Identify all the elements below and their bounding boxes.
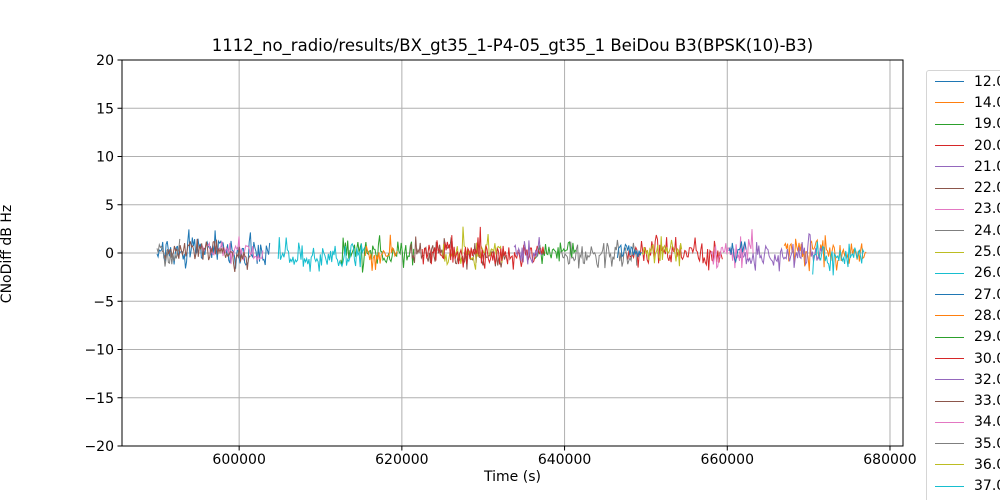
y-tick-label: 20 xyxy=(96,53,114,69)
series-line-27.0 xyxy=(616,243,642,258)
legend-line-swatch xyxy=(935,485,964,487)
legend-line-swatch xyxy=(935,230,964,232)
legend-item-label: 30.0 xyxy=(974,350,1000,367)
legend-item: 29.0 xyxy=(935,327,1000,348)
legend: 12.0 14.0 19.0 20.0 21.0 22.0 23.0 24.0 25.0 26.0… xyxy=(926,70,1000,500)
legend-line-swatch xyxy=(935,358,964,359)
legend-line-swatch xyxy=(935,102,964,104)
legend-line-swatch xyxy=(935,187,964,189)
x-tick-label: 660000 xyxy=(701,452,754,468)
legend-item: 25.0 xyxy=(935,241,1000,262)
legend-item: 23.0 xyxy=(935,199,1000,220)
legend-item: 22.0 xyxy=(935,177,1000,198)
legend-item-label: 28.0 xyxy=(974,307,1000,324)
legend-line-swatch xyxy=(935,251,964,253)
legend-item: 36.0 xyxy=(935,454,1000,475)
legend-item: 35.0 xyxy=(935,433,1000,454)
legend-line-swatch xyxy=(935,379,964,381)
y-tick-label: 15 xyxy=(96,101,114,117)
legend-line-swatch xyxy=(935,145,964,147)
legend-line-swatch xyxy=(935,421,964,423)
legend-line-swatch xyxy=(935,272,964,274)
legend-item-label: 32.0 xyxy=(974,371,1000,388)
legend-item-label: 36.0 xyxy=(974,456,1000,473)
y-tick-label: −20 xyxy=(84,439,114,455)
x-tick-label: 640000 xyxy=(538,452,591,468)
legend-line-swatch xyxy=(935,443,964,445)
series-line-35.0 xyxy=(156,238,181,267)
series-line-19.0 xyxy=(340,235,415,273)
series-line-41.0 xyxy=(728,241,747,264)
legend-item-label: 25.0 xyxy=(974,244,1000,261)
legend-item-label: 33.0 xyxy=(974,393,1000,410)
legend-item: 27.0 xyxy=(935,284,1000,305)
y-tick-label: −10 xyxy=(84,343,114,359)
legend-item: 21.0 xyxy=(935,156,1000,177)
legend-item: 37.0 xyxy=(935,476,1000,497)
x-tick-label: 680000 xyxy=(863,452,916,468)
legend-item-label: 34.0 xyxy=(974,414,1000,431)
legend-item-label: 26.0 xyxy=(974,265,1000,282)
legend-item: 34.0 xyxy=(935,412,1000,433)
legend-item: 28.0 xyxy=(935,305,1000,326)
legend-item-label: 22.0 xyxy=(974,180,1000,197)
legend-line-swatch xyxy=(935,336,964,338)
legend-item-label: 35.0 xyxy=(974,435,1000,452)
legend-line-swatch xyxy=(935,315,964,317)
legend-item-label: 21.0 xyxy=(974,158,1000,175)
y-tick-label: −15 xyxy=(84,391,114,407)
legend-item: 26.0 xyxy=(935,263,1000,284)
legend-item-label: 20.0 xyxy=(974,137,1000,154)
y-tick-label: 0 xyxy=(105,246,114,262)
series-line-36.0 xyxy=(641,236,683,267)
legend-line-swatch xyxy=(935,464,964,466)
legend-item-label: 12.0 xyxy=(974,73,1000,90)
series-line-29.0 xyxy=(534,240,577,265)
legend-item: 19.0 xyxy=(935,114,1000,135)
y-axis-label: CNoDiff dB Hz xyxy=(0,204,15,304)
y-tick-label: 5 xyxy=(105,198,114,214)
series-line-21.0 xyxy=(739,232,824,272)
x-tick-label: 600000 xyxy=(212,452,265,468)
legend-item: 14.0 xyxy=(935,92,1000,113)
x-axis-label: Time (s) xyxy=(484,469,541,485)
series-line-20.0 xyxy=(625,234,723,271)
series-line-28.0 xyxy=(364,234,398,271)
legend-line-swatch xyxy=(935,166,964,168)
legend-item-label: 37.0 xyxy=(974,478,1000,495)
legend-item-label: 24.0 xyxy=(974,222,1000,239)
legend-item: 20.0 xyxy=(935,135,1000,156)
legend-item-label: 27.0 xyxy=(974,286,1000,303)
legend-item: 12.0 xyxy=(935,71,1000,92)
legend-line-swatch xyxy=(935,81,964,83)
legend-item-label: 14.0 xyxy=(974,94,1000,111)
series-line-26.0 xyxy=(277,237,366,272)
series-line-33.0 xyxy=(161,238,251,272)
legend-line-swatch xyxy=(935,400,964,402)
legend-line-swatch xyxy=(935,294,964,296)
legend-item-label: 23.0 xyxy=(974,201,1000,218)
legend-item-label: 29.0 xyxy=(974,329,1000,346)
legend-item: 30.0 xyxy=(935,348,1000,369)
y-tick-label: 10 xyxy=(96,150,114,166)
legend-line-swatch xyxy=(935,208,964,210)
legend-item-label: 19.0 xyxy=(974,116,1000,133)
y-tick-label: −5 xyxy=(93,294,114,310)
legend-item: 32.0 xyxy=(935,369,1000,390)
legend-item: 33.0 xyxy=(935,390,1000,411)
legend-item: 24.0 xyxy=(935,220,1000,241)
series-line-37.0 xyxy=(812,241,865,276)
x-tick-label: 620000 xyxy=(375,452,428,468)
series-line-32.0 xyxy=(513,237,543,265)
legend-line-swatch xyxy=(935,123,964,125)
chart-title: 1112_no_radio/results/BX_gt35_1-P4-05_gt… xyxy=(211,36,814,55)
